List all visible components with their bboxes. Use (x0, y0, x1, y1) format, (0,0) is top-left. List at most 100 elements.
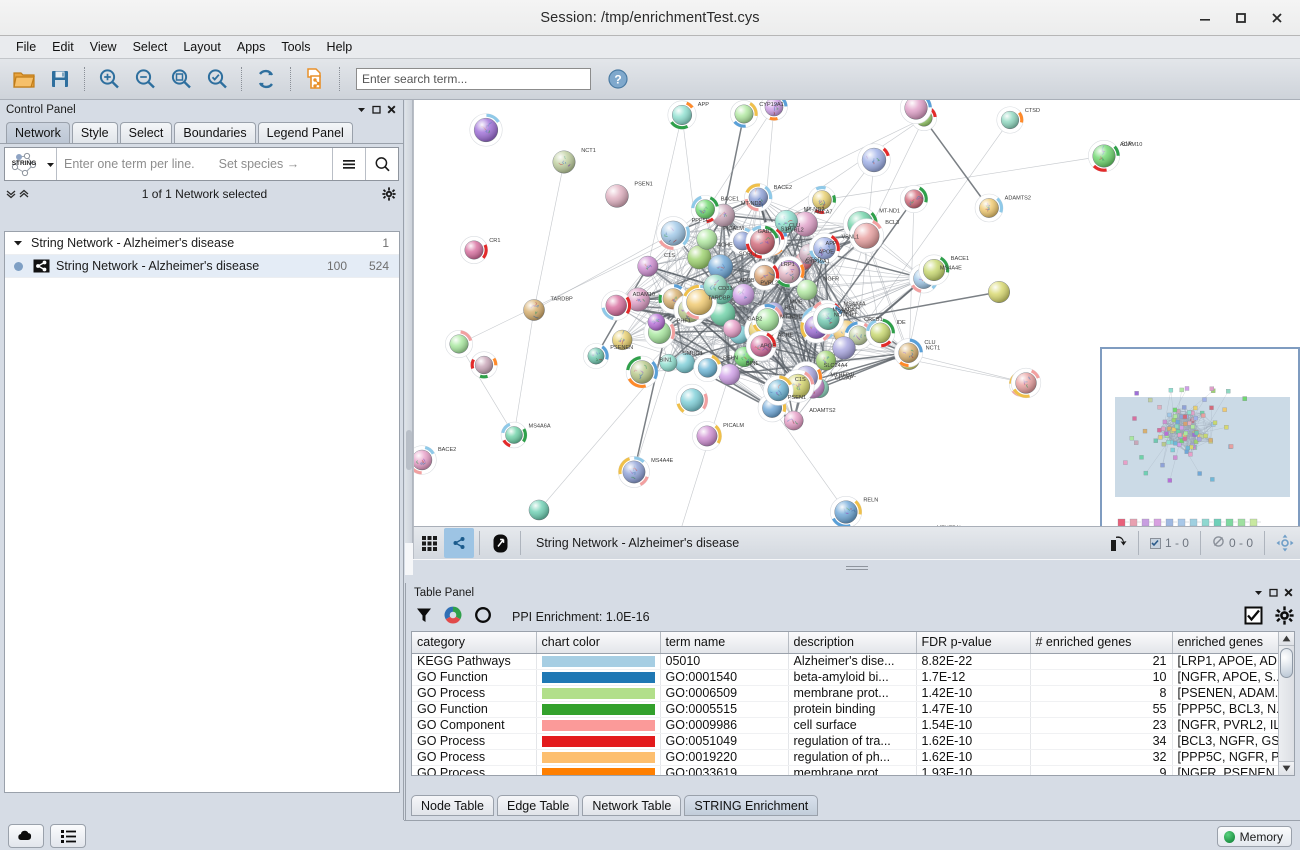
new-network-from-selection-button[interactable] (297, 62, 333, 96)
table-row[interactable]: GO Function GO:0005515 protein binding 1.47… (412, 701, 1278, 718)
table-row[interactable]: GO Process GO:0033619 membrane prot... 1.93… (412, 765, 1278, 775)
menu-help[interactable]: Help (326, 40, 353, 54)
tab-network[interactable]: Network (6, 122, 70, 143)
help-button[interactable]: ? (605, 66, 631, 92)
expand-all-icon[interactable] (17, 188, 30, 200)
table-row[interactable]: GO Function GO:0001540 beta-amyloid bi... 1… (412, 669, 1278, 686)
tab-edge-table[interactable]: Edge Table (497, 795, 580, 816)
maximize-window-button[interactable] (1224, 3, 1258, 33)
center-network-button[interactable] (1270, 528, 1300, 558)
zoom-fit-network-button[interactable] (163, 62, 199, 96)
col-term-name[interactable]: term name (660, 632, 789, 654)
detach-view-button[interactable] (485, 528, 515, 558)
cell-term-name: GO:0001540 (660, 669, 789, 686)
set-species-link[interactable]: Set species → (218, 157, 300, 171)
tab-string-enrichment[interactable]: STRING Enrichment (684, 795, 819, 816)
chart-color-swatch (541, 735, 655, 747)
svg-text:NOS3: NOS3 (845, 305, 860, 311)
col-chart-color[interactable]: chart color (536, 632, 661, 654)
table-row[interactable]: GO Process GO:0051049 regulation of tra...… (412, 733, 1278, 750)
col-description[interactable]: description (788, 632, 917, 654)
scrollbar-thumb[interactable] (1280, 648, 1293, 678)
svg-text:?: ? (614, 73, 621, 87)
chevron-down-icon[interactable] (5, 238, 31, 248)
network-vertical-scrollbar[interactable] (405, 100, 413, 543)
table-row[interactable]: GO Process GO:0019220 regulation of ph... 1… (412, 749, 1278, 766)
menu-file[interactable]: File (16, 40, 37, 54)
network-tree-root-row[interactable]: String Network - Alzheimer's disease 1 (5, 232, 399, 255)
open-session-button[interactable] (6, 62, 42, 96)
tab-boundaries[interactable]: Boundaries (174, 122, 256, 143)
string-query-input[interactable]: Enter one term per line. Set species → (56, 148, 332, 180)
scroll-up-arrow-icon[interactable] (1279, 632, 1294, 646)
table-panel-menu-button[interactable] (1251, 585, 1266, 600)
enrichment-table[interactable]: category chart color term name descripti… (411, 631, 1295, 776)
ring-chart-icon[interactable] (474, 606, 492, 627)
collapse-all-icon[interactable] (4, 188, 17, 200)
menu-apps[interactable]: Apps (236, 40, 266, 54)
refresh-button[interactable] (248, 62, 284, 96)
hidden-nodes-status: 0 - 0 (1206, 535, 1259, 551)
svg-text:VSNL1: VSNL1 (841, 234, 859, 240)
gear-icon[interactable] (379, 187, 399, 201)
gear-icon[interactable] (1275, 605, 1294, 628)
table-panel-header: Table Panel (406, 583, 1300, 602)
filter-funnel-icon[interactable] (416, 607, 432, 627)
cell-description: protein binding (788, 701, 917, 718)
tab-node-table[interactable]: Node Table (411, 795, 495, 816)
table-row[interactable]: KEGG Pathways 05010 Alzheimer's dise... 8.8… (412, 653, 1278, 670)
menu-tools[interactable]: Tools (281, 40, 311, 54)
cell-chart-color (536, 653, 661, 670)
minimize-window-button[interactable] (1188, 3, 1222, 33)
table-panel-close-button[interactable] (1281, 585, 1296, 600)
panel-menu-button[interactable] (354, 102, 369, 117)
zoom-in-button[interactable] (91, 62, 127, 96)
panel-resize-grip[interactable] (413, 560, 1300, 575)
search-input[interactable]: Enter search term... (356, 68, 591, 90)
col-enriched-gene-count[interactable]: # enriched genes (1030, 632, 1173, 654)
enrichment-table-scrollbar[interactable] (1278, 632, 1294, 775)
cloud-status-button[interactable] (8, 824, 44, 848)
network-overview-minimap[interactable] (1100, 347, 1300, 543)
tab-select[interactable]: Select (119, 122, 173, 143)
col-enriched-genes[interactable]: enriched genes (1172, 632, 1278, 654)
menu-view[interactable]: View (89, 40, 117, 54)
search-icon[interactable] (365, 148, 398, 180)
cell-fdr-p-value: 1.47E-10 (916, 701, 1031, 718)
toggle-network-view-button[interactable] (444, 528, 474, 558)
zoom-out-button[interactable] (127, 62, 163, 96)
close-window-button[interactable] (1260, 3, 1294, 33)
control-panel-title: Control Panel (6, 103, 76, 116)
tab-style[interactable]: Style (71, 122, 118, 143)
menu-select[interactable]: Select (132, 40, 168, 54)
scrollbar-thumb[interactable] (406, 430, 412, 470)
node-selection-icon (1149, 537, 1161, 549)
col-category[interactable]: category (412, 632, 537, 654)
table-row[interactable]: GO Component GO:0009986 cell surface 1.54E-… (412, 717, 1278, 734)
checkbox-checked-icon[interactable] (1244, 606, 1263, 628)
zoom-fit-selected-button[interactable] (199, 62, 235, 96)
export-image-button[interactable] (1103, 528, 1133, 558)
save-session-button[interactable] (42, 62, 78, 96)
cell-enriched-gene-count: 21 (1030, 653, 1173, 670)
col-fdr-p-value[interactable]: FDR p-value (916, 632, 1031, 654)
enrichment-table-header-row: category chart color term name descripti… (412, 632, 1278, 654)
table-row[interactable]: GO Process GO:0006509 membrane prot... 1.42… (412, 685, 1278, 702)
hamburger-menu-icon[interactable] (332, 148, 365, 180)
svg-text:ADAMTS2: ADAMTS2 (1005, 195, 1031, 201)
float-panel-button[interactable] (369, 102, 384, 117)
close-panel-button[interactable] (384, 102, 399, 117)
scroll-down-arrow-icon[interactable] (1279, 761, 1294, 775)
chart-color-swatch (541, 751, 655, 763)
donut-chart-icon[interactable] (444, 606, 462, 627)
menu-edit[interactable]: Edit (52, 40, 74, 54)
menu-layout[interactable]: Layout (183, 40, 221, 54)
network-tree-item[interactable]: String Network - Alzheimer's disease 100… (5, 255, 399, 278)
tab-legend-panel[interactable]: Legend Panel (257, 122, 353, 143)
tab-network-table[interactable]: Network Table (582, 795, 682, 816)
string-species-dropdown-button[interactable] (45, 160, 56, 169)
table-panel-float-button[interactable] (1266, 585, 1281, 600)
memory-status-chip[interactable]: Memory (1216, 826, 1292, 847)
toggle-grid-view-button[interactable] (414, 528, 444, 558)
task-list-button[interactable] (50, 824, 86, 848)
